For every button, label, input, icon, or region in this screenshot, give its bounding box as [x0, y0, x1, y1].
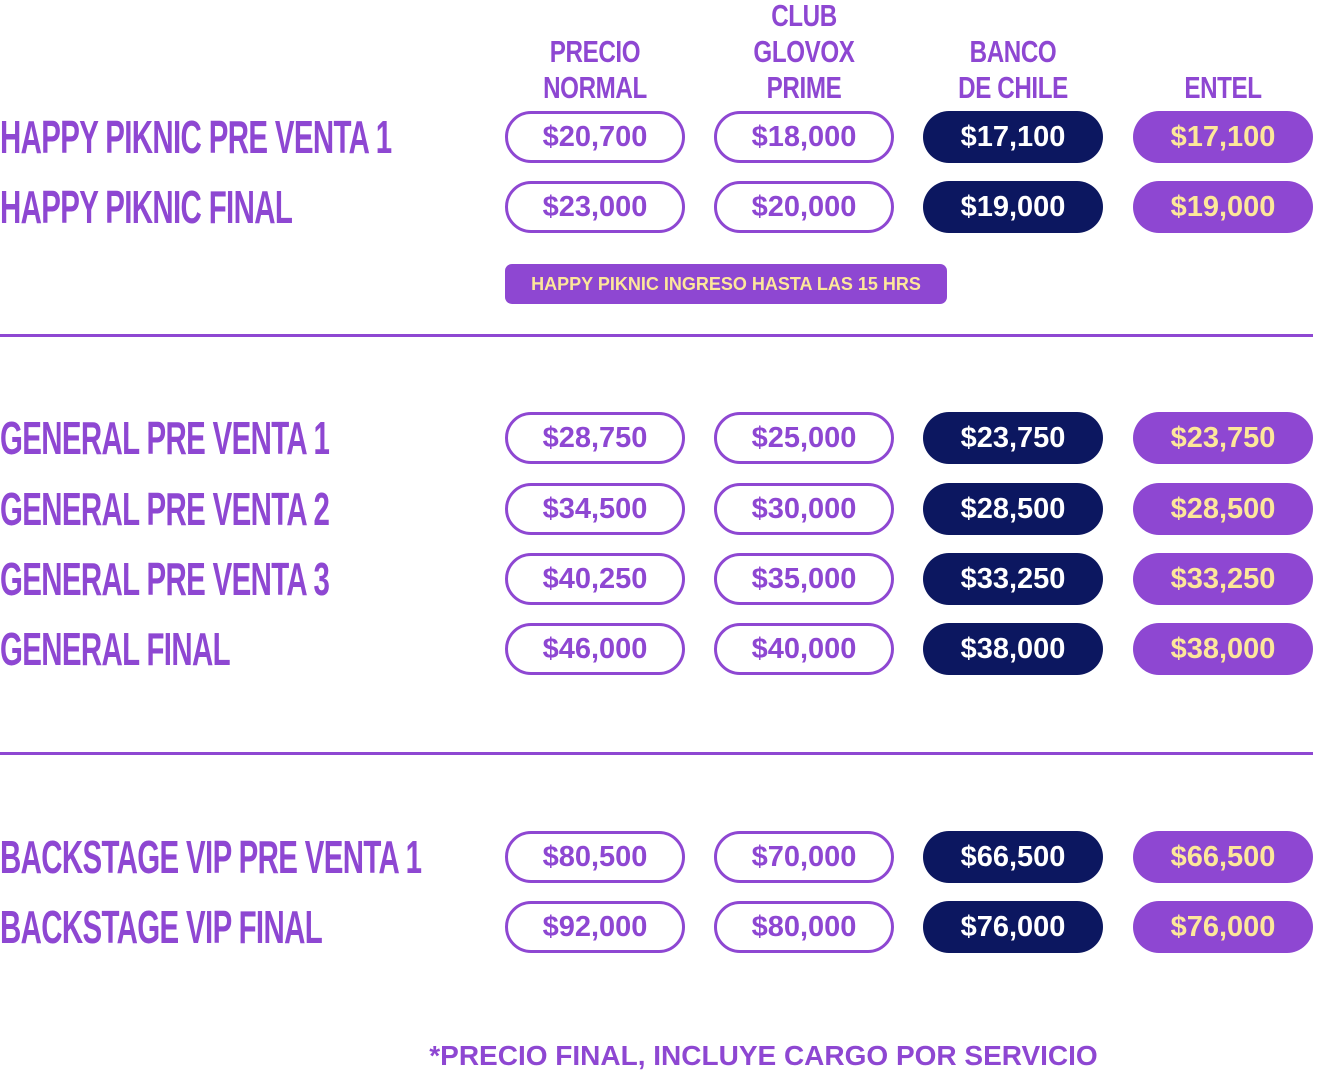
price-pill: $76,000	[923, 901, 1103, 953]
price-pill: $38,000	[923, 623, 1103, 675]
price-pill: $28,500	[923, 483, 1103, 535]
divider	[0, 752, 1313, 755]
price-pill: $17,100	[1133, 111, 1313, 163]
price-pill: $30,000	[714, 483, 894, 535]
price-pill: $23,000	[505, 181, 685, 233]
column-header-line: PRIME	[766, 70, 842, 105]
divider	[0, 334, 1313, 337]
column-header-line: ENTEL	[1184, 70, 1262, 105]
price-pill: $25,000	[714, 412, 894, 464]
column-header: ENTEL	[1153, 70, 1293, 106]
column-header-line: NORMAL	[543, 70, 647, 105]
price-pill: $35,000	[714, 553, 894, 605]
price-pill: $80,000	[714, 901, 894, 953]
price-pill: $34,500	[505, 483, 685, 535]
price-pill: $23,750	[923, 412, 1103, 464]
price-pill: $38,000	[1133, 623, 1313, 675]
price-pill: $40,000	[714, 623, 894, 675]
row-label: HAPPY PIKNIC PRE VENTA 1	[0, 111, 392, 163]
price-pill: $19,000	[1133, 181, 1313, 233]
footer-note: *PRECIO FINAL, INCLUYE CARGO POR SERVICI…	[429, 1040, 1098, 1071]
price-pill: $28,750	[505, 412, 685, 464]
price-pill: $19,000	[923, 181, 1103, 233]
row-label: GENERAL PRE VENTA 2	[0, 483, 330, 535]
price-pill: $40,250	[505, 553, 685, 605]
column-header-line: CLUB	[771, 0, 837, 33]
price-pill: $66,500	[923, 831, 1103, 883]
column-header-line: PRECIO	[549, 34, 641, 69]
price-pill: $46,000	[505, 623, 685, 675]
row-label: GENERAL FINAL	[0, 623, 231, 675]
column-header-line: GLOVOX	[753, 34, 855, 69]
column-header: CLUB GLOVOX PRIME	[734, 0, 874, 106]
price-pill: $80,500	[505, 831, 685, 883]
price-pill: $17,100	[923, 111, 1103, 163]
column-header-line: DE CHILE	[958, 70, 1068, 105]
row-label: GENERAL PRE VENTA 3	[0, 553, 330, 605]
happy-piknic-note: HAPPY PIKNIC INGRESO HASTA LAS 15 HRS	[505, 264, 947, 304]
price-pill: $66,500	[1133, 831, 1313, 883]
price-pill: $23,750	[1133, 412, 1313, 464]
row-label: BACKSTAGE VIP FINAL	[0, 901, 323, 953]
price-pill: $20,700	[505, 111, 685, 163]
column-header: BANCO DE CHILE	[943, 34, 1083, 106]
column-header: PRECIO NORMAL	[525, 34, 665, 106]
price-pill: $33,250	[1133, 553, 1313, 605]
price-pill: $92,000	[505, 901, 685, 953]
price-pill: $28,500	[1133, 483, 1313, 535]
price-pill: $20,000	[714, 181, 894, 233]
price-pill: $33,250	[923, 553, 1103, 605]
row-label: HAPPY PIKNIC FINAL	[0, 181, 293, 233]
row-label: GENERAL PRE VENTA 1	[0, 412, 330, 464]
price-pill: $76,000	[1133, 901, 1313, 953]
column-header-line: BANCO	[969, 34, 1057, 69]
price-pill: $18,000	[714, 111, 894, 163]
price-pill: $70,000	[714, 831, 894, 883]
row-label: BACKSTAGE VIP PRE VENTA 1	[0, 831, 422, 883]
